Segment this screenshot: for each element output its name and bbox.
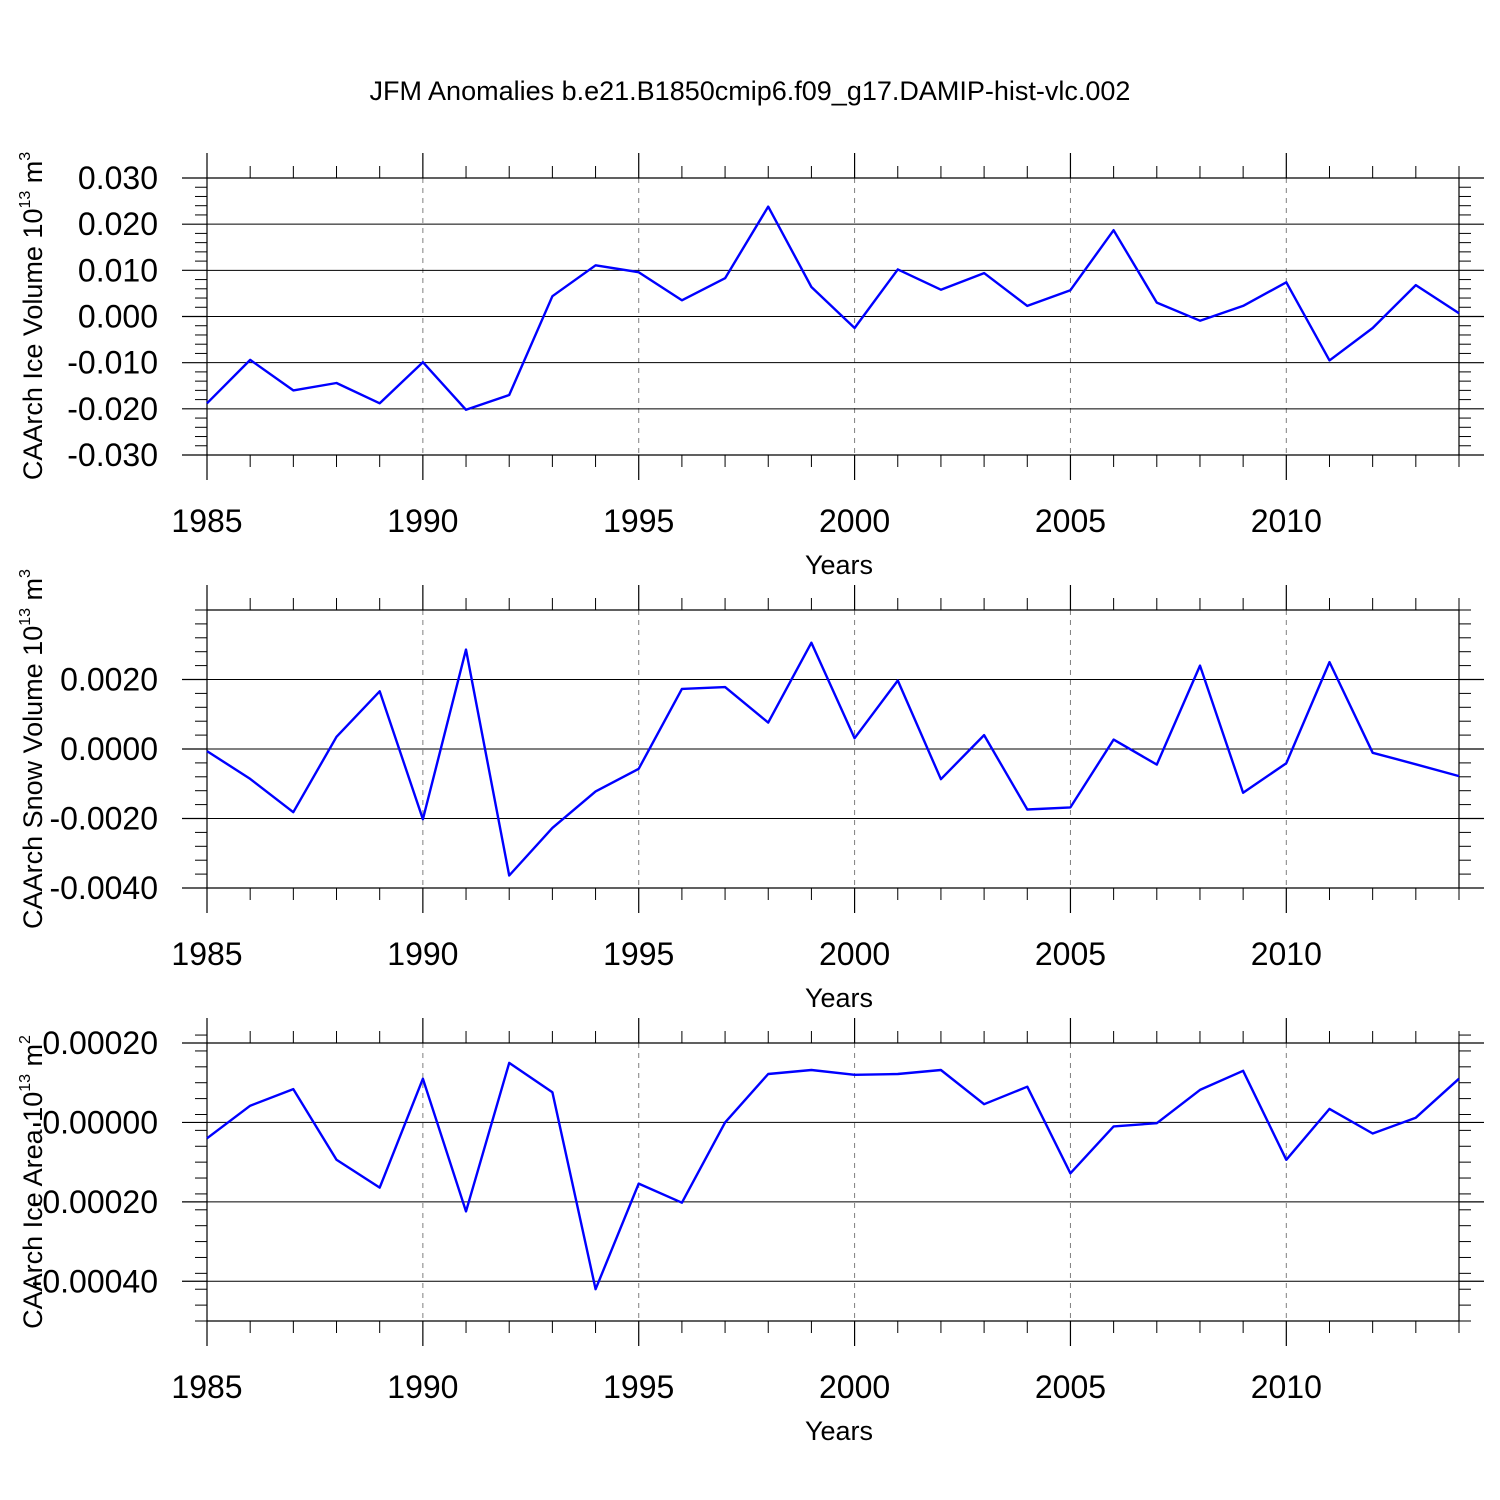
y-tick-label: -0.00020 (32, 1184, 158, 1220)
series-line (206, 205, 1460, 411)
x-tick-label: 2010 (1251, 936, 1322, 972)
y-axis-label: CAArch Ice Area 1013 m2 (17, 1035, 48, 1329)
x-tick-label: 2010 (1251, 503, 1322, 539)
y-tick-label: 0.0020 (60, 662, 158, 698)
x-tick-label: 1985 (171, 1369, 242, 1405)
ice-volume-panel: 1985 1990 1995 2000 2005 2010 -0.030 -0.020 -0.0… (17, 152, 1484, 580)
x-tick-label: 2005 (1035, 1369, 1106, 1405)
y-tick-label: 0.0000 (60, 731, 158, 767)
y-tick-label: 0.00020 (42, 1025, 158, 1061)
x-tick-label: 1995 (603, 503, 674, 539)
series-line (206, 641, 1460, 877)
y-tick-label: 0.030 (78, 160, 158, 196)
x-tick-label: 2000 (819, 936, 890, 972)
snow-volume-panel: 1985 1990 1995 2000 2005 2010 -0.0040 -0.0020 0.… (17, 569, 1484, 1013)
x-tick-label: 1995 (603, 1369, 674, 1405)
x-tick-label: 2005 (1035, 503, 1106, 539)
x-tick-label: 2010 (1251, 1369, 1322, 1405)
y-tick-label: -0.020 (67, 391, 158, 427)
x-tick-label: 1990 (387, 503, 458, 539)
x-tick-label: 2005 (1035, 936, 1106, 972)
x-axis-label: Years (805, 1416, 873, 1446)
y-tick-label: -0.00000 (32, 1104, 158, 1140)
x-axis-label: Years (805, 550, 873, 580)
y-tick-label: -0.0020 (49, 801, 158, 837)
series-line (206, 1061, 1460, 1291)
y-tick-label: -0.00040 (32, 1263, 158, 1299)
x-axis-label: Years (805, 983, 873, 1013)
x-tick-label: 2000 (819, 1369, 890, 1405)
x-tick-label: 2000 (819, 503, 890, 539)
y-axis-label: CAArch Snow Volume 1013 m3 (17, 569, 48, 929)
y-tick-label: -0.010 (67, 345, 158, 381)
x-tick-label: 1990 (387, 1369, 458, 1405)
figure-title: JFM Anomalies b.e21.B1850cmip6.f09_g17.D… (369, 76, 1131, 106)
x-tick-label: 1985 (171, 936, 242, 972)
y-axis-label: CAArch Ice Volume 1013 m3 (17, 152, 48, 480)
y-tick-label: 0.000 (78, 299, 158, 335)
x-tick-label: 1995 (603, 936, 674, 972)
x-tick-label: 1985 (171, 503, 242, 539)
y-tick-label: 0.020 (78, 206, 158, 242)
x-tick-label: 1990 (387, 936, 458, 972)
y-tick-label: 0.010 (78, 252, 158, 288)
y-tick-label: -0.030 (67, 437, 158, 473)
ice-area-panel: 1985 1990 1995 2000 2005 2010 -0.00040 -0.00020… (17, 1018, 1484, 1446)
y-tick-label: -0.0040 (49, 870, 158, 906)
